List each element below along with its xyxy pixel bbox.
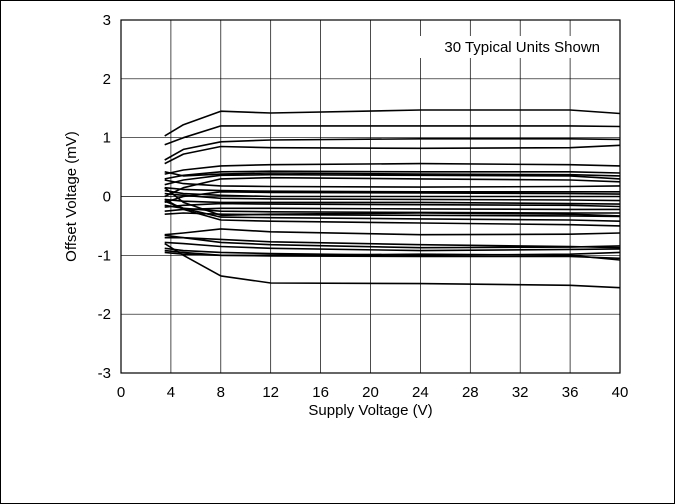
series-line [164, 200, 621, 222]
x-tick-label: 8 [217, 384, 225, 401]
y-tick-label: 1 [103, 130, 111, 147]
y-axis-label: Offset Voltage (mV) [63, 131, 80, 262]
y-tick-label: -3 [98, 365, 111, 382]
series-line [164, 202, 621, 208]
series-line [164, 187, 621, 217]
series-line [164, 189, 620, 198]
x-tick-label: 24 [412, 384, 429, 401]
series-line [164, 198, 621, 227]
x-tick-label: 12 [262, 384, 279, 401]
series-line [164, 162, 621, 175]
series-line [164, 179, 621, 188]
series-line [164, 247, 621, 257]
x-tick-label: 20 [362, 384, 379, 401]
x-tick-label: 4 [167, 384, 175, 401]
series-line [164, 228, 621, 236]
series-line [164, 242, 621, 289]
series-lines [164, 109, 621, 289]
x-tick-label: 40 [612, 384, 629, 401]
plot-area-border [120, 19, 621, 374]
x-axis-label: Supply Voltage (V) [308, 402, 432, 419]
y-tick-label: -2 [98, 306, 111, 323]
series-line [164, 186, 620, 193]
y-tick-labels: 3 2 1 0 -1 -2 -3 [98, 12, 111, 382]
series-line [164, 241, 621, 252]
series-line [164, 109, 621, 137]
x-tick-label: 16 [312, 384, 329, 401]
series-line [164, 198, 621, 205]
x-tick-label: 0 [117, 384, 125, 401]
y-tick-label: 0 [103, 189, 111, 206]
series-line [164, 176, 621, 198]
annotation-background [385, 36, 610, 58]
series-line [164, 138, 621, 161]
series-line [164, 234, 621, 249]
series-line [164, 251, 621, 261]
series-line [164, 125, 621, 146]
series-line [164, 171, 621, 177]
y-tick-label: 3 [103, 12, 111, 29]
x-tick-label: 28 [462, 384, 479, 401]
series-line [164, 173, 621, 186]
x-tick-label: 32 [512, 384, 529, 401]
y-tick-label: -1 [98, 247, 111, 264]
series-line [164, 144, 621, 165]
y-tick-label: 2 [103, 71, 111, 88]
x-tick-labels: 0 4 8 12 16 20 24 28 32 36 40 [117, 384, 629, 401]
annotation-text: 30 Typical Units Shown [444, 39, 600, 56]
x-tick-label: 36 [562, 384, 579, 401]
series-line [164, 192, 621, 202]
series-line [164, 191, 621, 204]
